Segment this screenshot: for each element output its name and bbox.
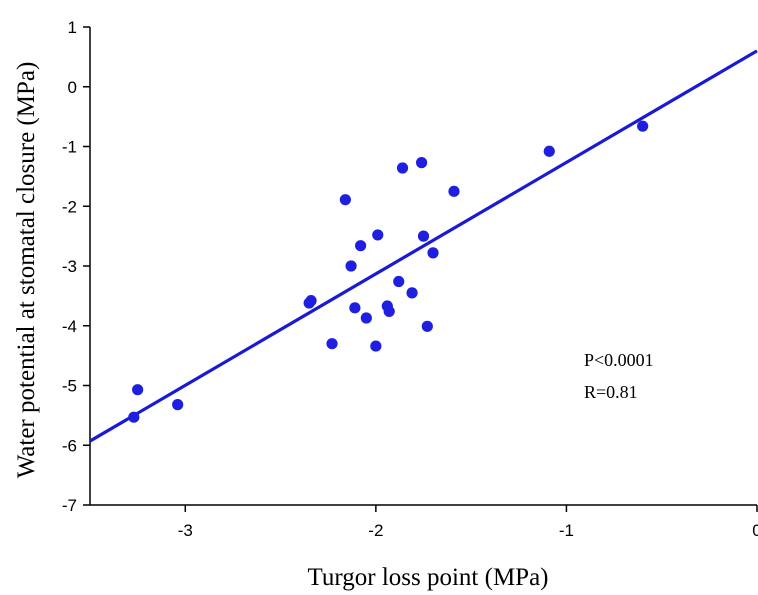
data-point: [339, 194, 351, 206]
data-point: [303, 297, 315, 309]
y-tick-label: -2: [62, 197, 77, 216]
data-point: [421, 320, 433, 332]
y-tick-label: -7: [62, 496, 77, 515]
data-point: [172, 399, 184, 411]
y-axis-title: Water potential at stomatal closure (MPa…: [13, 62, 40, 479]
data-point: [637, 120, 649, 132]
x-axis-title: Turgor loss point (MPa): [307, 564, 548, 591]
plot-frame: [89, 27, 757, 506]
y-tick-label: -6: [62, 436, 77, 455]
y-axis-ticks: 1 0 -1 -2 -3 -4 -5 -6 -7: [62, 18, 90, 515]
data-point: [349, 302, 361, 314]
y-tick-label: -3: [62, 257, 77, 276]
data-point: [132, 384, 144, 396]
data-point: [370, 340, 382, 352]
data-point: [355, 240, 367, 252]
data-point: [427, 247, 439, 259]
x-tick-label: -3: [178, 521, 193, 540]
annotation-p-value: P<0.0001: [584, 350, 654, 370]
x-tick-label: 0: [752, 521, 758, 540]
x-tick-label: -2: [368, 521, 383, 540]
y-tick-label: 0: [68, 78, 77, 97]
data-point: [128, 411, 140, 423]
y-tick-label: -1: [62, 138, 77, 157]
x-axis-ticks: -3 -2 -1 0: [178, 505, 758, 540]
data-point: [393, 275, 405, 288]
data-point: [448, 185, 460, 197]
data-point: [396, 162, 409, 174]
data-points: [128, 120, 649, 423]
data-point: [372, 229, 384, 241]
annotation-r-value: R=0.81: [584, 382, 638, 402]
data-point: [360, 312, 372, 324]
y-tick-label: -5: [62, 377, 77, 396]
y-tick-label: -4: [62, 317, 77, 336]
regression-line: [89, 49, 758, 443]
data-point: [326, 338, 338, 350]
data-point: [543, 145, 555, 157]
data-point: [383, 305, 395, 318]
data-point: [406, 287, 418, 299]
y-tick-label: 1: [68, 18, 77, 37]
regression-line-group: [89, 49, 758, 443]
data-point: [415, 157, 428, 169]
data-point: [345, 260, 357, 272]
data-point: [417, 230, 430, 242]
x-tick-label: -1: [559, 521, 574, 540]
